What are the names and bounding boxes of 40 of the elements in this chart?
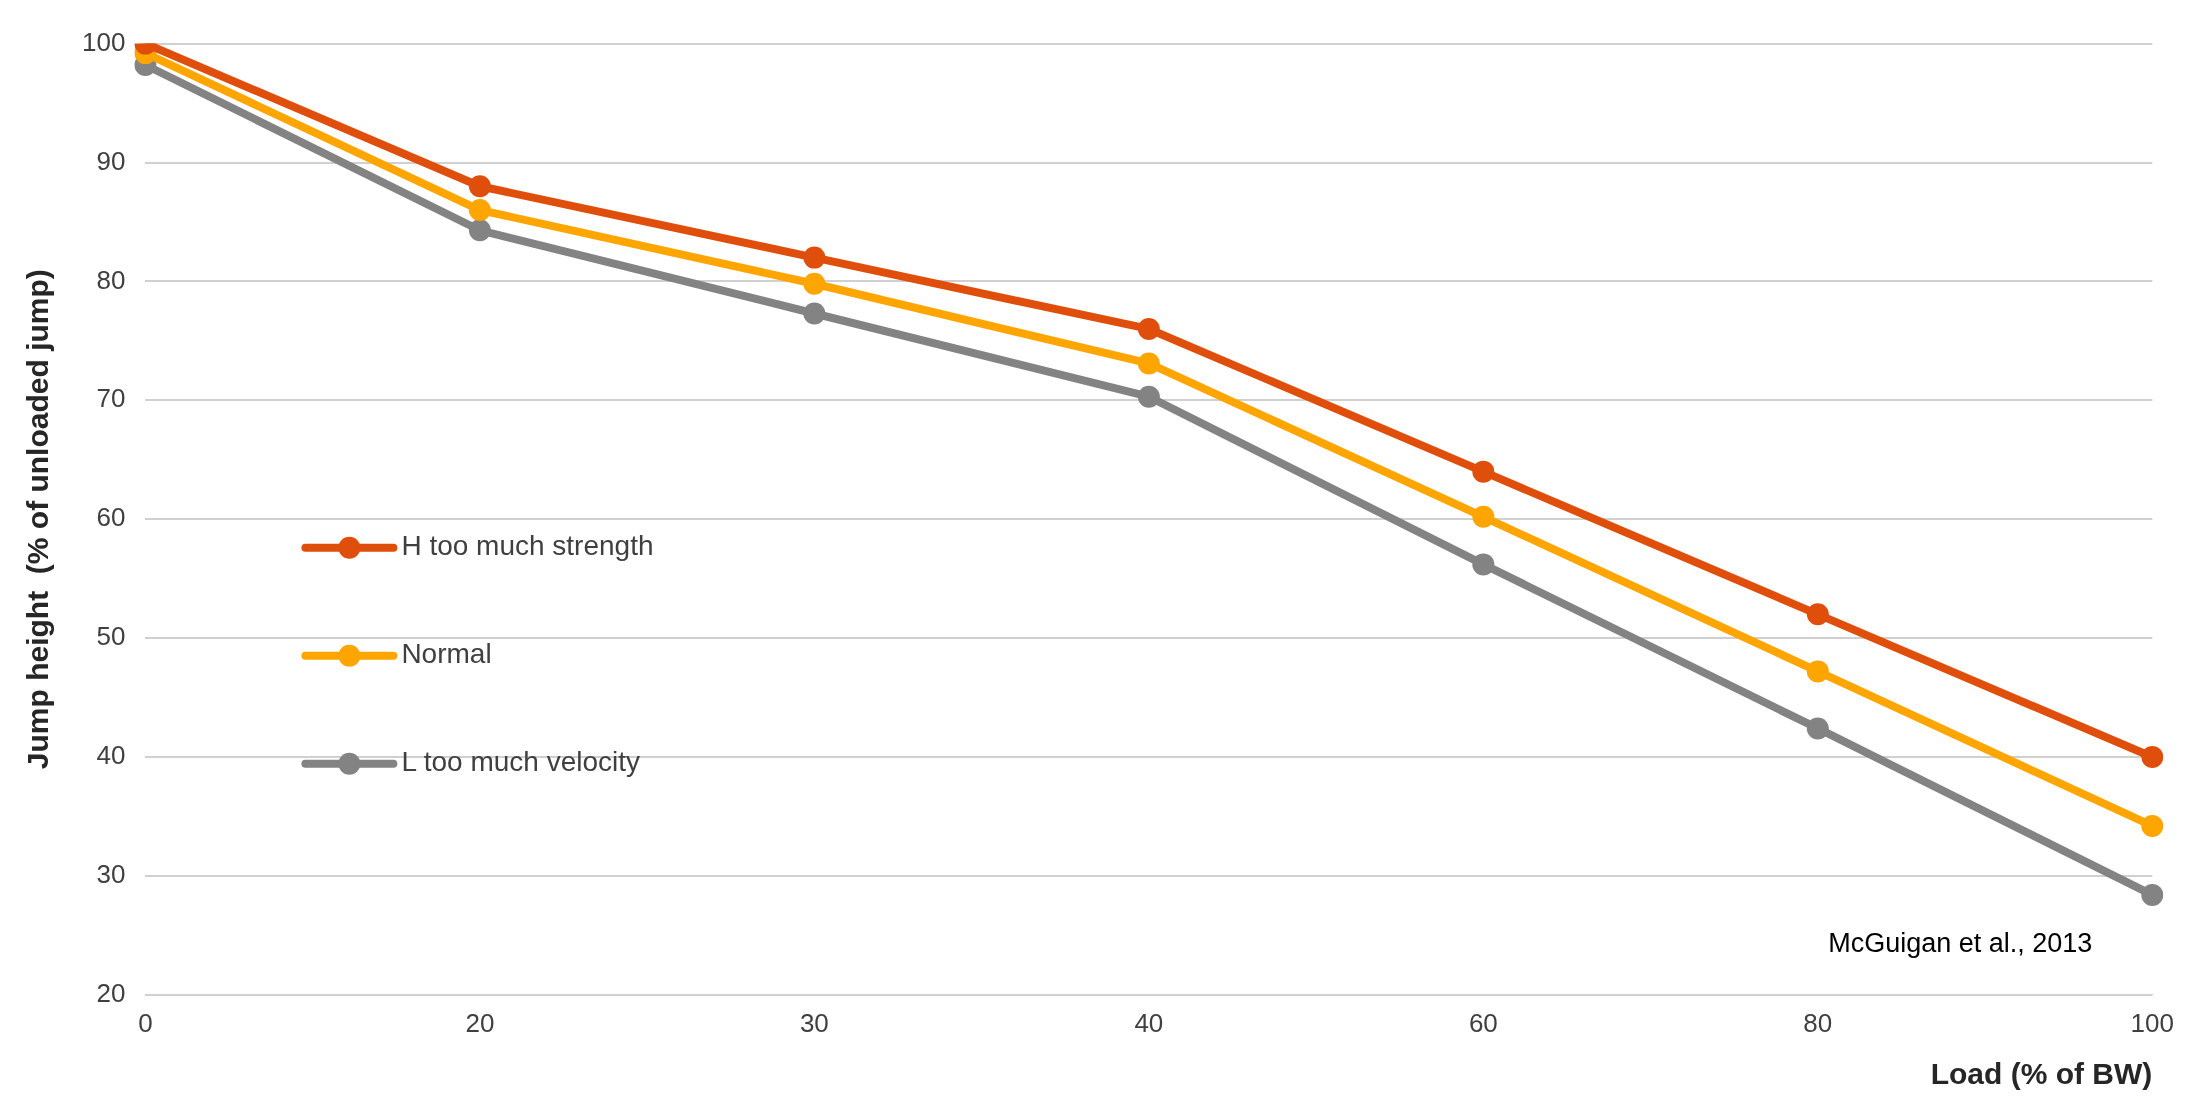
x-axis-title: Load (% of BW) [1930,1057,2153,1091]
point [1806,603,1829,626]
y-tick-label: 70 [96,383,126,414]
y-tick-label: 30 [96,859,126,890]
x-tick-label: 100 [2130,1007,2175,1038]
point [2141,883,2164,906]
legend-label: Normal [401,638,492,670]
point [803,302,826,325]
x-tick-label: 80 [1803,1007,1833,1038]
point [468,199,491,222]
x-tick-label: 20 [465,1007,495,1038]
legend-label: L too much velocity [401,746,641,778]
y-tick-label: 80 [96,264,126,295]
x-tick-label: 60 [1468,1007,1498,1038]
y-tick-label: 90 [96,145,126,176]
annotation: McGuigan et al., 2013 [1828,928,2093,959]
y-axis-title: Jump height (% of unloaded jump) [21,269,55,770]
legend-label: H too much strength [401,530,654,562]
point [1472,460,1495,483]
point [803,272,826,295]
y-tick-label: 60 [96,502,126,533]
x-tick-label: 40 [1134,1007,1164,1038]
point [1137,385,1160,408]
x-tick-label: 0 [138,1007,153,1038]
point [468,219,491,242]
point [1806,660,1829,683]
point [1137,317,1160,340]
x-tick-label: 30 [799,1007,829,1038]
y-tick-label: 100 [81,26,126,57]
point [1806,717,1829,740]
point [2141,746,2164,768]
point [1472,505,1495,528]
y-tick-label: 40 [96,740,126,771]
point [1137,352,1160,375]
y-tick-label: 50 [96,621,126,652]
point [803,246,826,269]
point [1472,553,1495,576]
point [2141,814,2164,837]
y-tick-label: 20 [96,977,126,1008]
point [468,175,491,198]
